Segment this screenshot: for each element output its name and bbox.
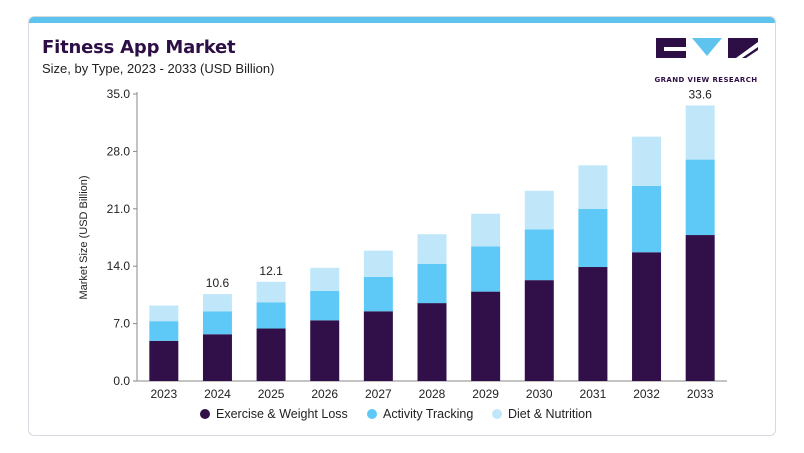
legend-entry: Activity Tracking bbox=[383, 407, 473, 421]
bar-segment bbox=[202, 311, 232, 335]
bar-segment bbox=[202, 294, 232, 312]
chart-title: Fitness App Market bbox=[42, 37, 236, 58]
bar-segment bbox=[310, 320, 340, 381]
bar-segment bbox=[149, 305, 179, 322]
bar-segment bbox=[363, 311, 393, 381]
data-label: 10.6 bbox=[206, 276, 230, 290]
x-tick-label: 2027 bbox=[365, 387, 392, 401]
x-tick-label: 2030 bbox=[526, 387, 553, 401]
chart-card: Fitness App Market Size, by Type, 2023 -… bbox=[28, 16, 776, 436]
bar-segment bbox=[202, 334, 232, 381]
bar-segment bbox=[149, 340, 179, 381]
bar-segment bbox=[417, 234, 447, 264]
x-tick-label: 2033 bbox=[687, 387, 714, 401]
bar-segment bbox=[524, 190, 554, 230]
x-tick-label: 2029 bbox=[472, 387, 499, 401]
bar-segment bbox=[632, 136, 662, 186]
bar-segment bbox=[256, 302, 286, 329]
bar-segment bbox=[471, 246, 501, 292]
bar-segment bbox=[363, 276, 393, 312]
y-tick-label: 7.0 bbox=[113, 317, 130, 331]
chart-subtitle: Size, by Type, 2023 - 2033 (USD Billion) bbox=[42, 61, 275, 76]
x-tick-label: 2031 bbox=[580, 387, 607, 401]
bar-segment bbox=[417, 263, 447, 304]
accent-bar bbox=[29, 17, 775, 23]
y-tick-label: 14.0 bbox=[107, 259, 131, 273]
x-tick-label: 2032 bbox=[633, 387, 660, 401]
x-tick-label: 2028 bbox=[419, 387, 446, 401]
bar-segment bbox=[578, 267, 608, 381]
bar-segment bbox=[310, 290, 340, 321]
legend-swatch bbox=[367, 409, 377, 419]
bar-segment bbox=[578, 208, 608, 268]
bar-segment bbox=[471, 291, 501, 381]
logo-mark-icon bbox=[656, 38, 758, 58]
y-tick-label: 35.0 bbox=[107, 87, 131, 101]
legend-swatch bbox=[200, 409, 210, 419]
y-axis-label: Market Size (USD Billion) bbox=[78, 175, 90, 299]
bar-segment bbox=[256, 281, 286, 303]
bar-segment bbox=[310, 267, 340, 291]
bar-segment bbox=[685, 159, 715, 236]
legend-entry: Exercise & Weight Loss bbox=[216, 407, 348, 421]
bar-segment bbox=[685, 105, 715, 160]
y-tick-label: 28.0 bbox=[107, 144, 131, 158]
data-label: 12.1 bbox=[259, 264, 283, 278]
logo-text: GRAND VIEW RESEARCH bbox=[654, 76, 758, 84]
bar-segment bbox=[149, 321, 179, 341]
x-tick-label: 2025 bbox=[258, 387, 285, 401]
bar-segment bbox=[363, 250, 393, 277]
legend-entry: Diet & Nutrition bbox=[508, 407, 592, 421]
bar-segment bbox=[685, 235, 715, 381]
x-tick-label: 2024 bbox=[204, 387, 231, 401]
bar-segment bbox=[578, 165, 608, 209]
bar-segment bbox=[632, 185, 662, 253]
bar-segment bbox=[524, 280, 554, 381]
y-tick-label: 21.0 bbox=[107, 202, 131, 216]
y-tick-label: 0.0 bbox=[113, 374, 130, 388]
bar-segment bbox=[256, 328, 286, 381]
stacked-bar-chart: 0.0 7.0 14.0 21.0 28.0 35.0 Market Size (USD B… bbox=[78, 87, 727, 421]
bar-segment bbox=[471, 213, 501, 247]
x-tick-label: 2023 bbox=[150, 387, 177, 401]
bar-segment bbox=[524, 229, 554, 281]
data-label: 33.6 bbox=[689, 87, 713, 101]
bar-segment bbox=[417, 303, 447, 381]
bar-segment bbox=[632, 252, 662, 381]
grand-view-research-logo: GRAND VIEW RESEARCH bbox=[652, 36, 760, 86]
legend-swatch bbox=[492, 409, 502, 419]
x-tick-label: 2026 bbox=[311, 387, 338, 401]
